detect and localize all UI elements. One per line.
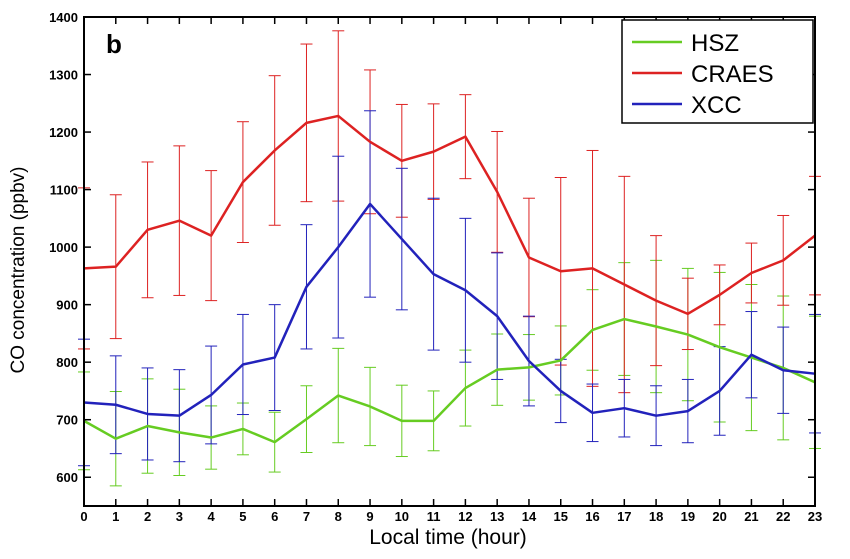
series-line-craes [83, 114, 816, 316]
x-tick-label: 2 [144, 509, 151, 524]
series-line-hsz [83, 317, 816, 444]
x-tick-label: 12 [458, 509, 472, 524]
x-tick-label: 6 [271, 509, 278, 524]
x-tick-label: 9 [366, 509, 373, 524]
panel-label: b [106, 29, 122, 59]
y-tick-label: 700 [56, 413, 78, 428]
y-tick-label: 1100 [50, 183, 78, 198]
x-tick-label: 15 [554, 509, 568, 524]
x-tick-label: 19 [681, 509, 695, 524]
x-tick-label: 4 [208, 509, 216, 524]
legend-label-craes: CRAES [691, 61, 774, 88]
series-line-xcc [83, 202, 816, 417]
x-tick-label: 21 [744, 509, 758, 524]
x-tick-label: 16 [585, 509, 599, 524]
x-axis-title: Local time (hour) [369, 526, 527, 549]
x-tick-label: 17 [617, 509, 631, 524]
legend-label-xcc: XCC [691, 92, 742, 119]
x-tick-label: 5 [239, 509, 246, 524]
x-tick-label: 3 [176, 509, 183, 524]
x-tick-label: 10 [395, 509, 409, 524]
y-axis-title: CO concentration (ppbv) [8, 167, 29, 374]
y-tick-label: 1300 [49, 68, 78, 83]
x-tick-label: 14 [522, 509, 537, 524]
y-tick-label: 1000 [49, 240, 78, 255]
x-tick-label: 20 [712, 509, 726, 524]
x-tick-label: 13 [490, 509, 504, 524]
y-tick-label: 1400 [49, 10, 78, 25]
y-tick-label: 900 [56, 298, 78, 313]
legend: HSZ CRAES XCC [621, 19, 814, 124]
x-tick-label: 7 [303, 509, 310, 524]
y-tick-label: 1200 [49, 125, 78, 140]
legend-box [621, 19, 814, 124]
x-tick-label: 18 [649, 509, 663, 524]
x-tick-label: 0 [80, 509, 87, 524]
x-tick-label: 23 [808, 509, 822, 524]
series-lines-layer [83, 114, 816, 444]
y-tick-label: 800 [56, 355, 78, 370]
y-tick-label: 600 [56, 470, 78, 485]
x-tick-label: 22 [776, 509, 790, 524]
x-tick-label: 8 [335, 509, 342, 524]
x-tick-label: 11 [427, 509, 441, 524]
legend-label-hsz: HSZ [691, 30, 739, 57]
plot-frame [83, 16, 816, 507]
x-tick-label: 1 [112, 509, 119, 524]
